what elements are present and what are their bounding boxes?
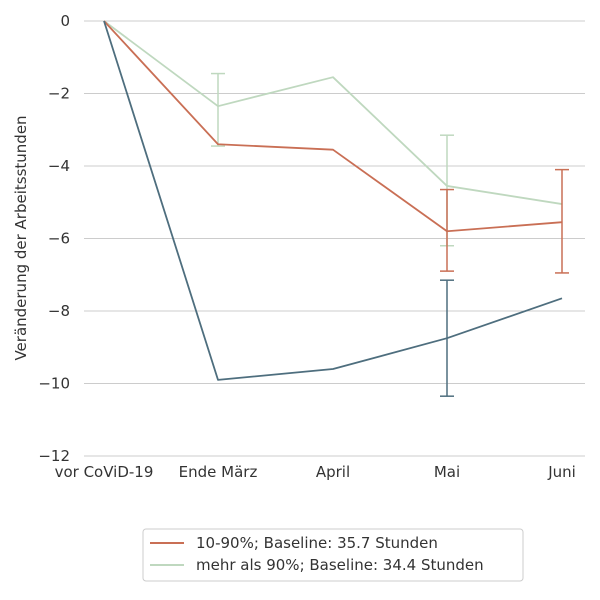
series	[103, 20, 569, 397]
series-group	[103, 20, 563, 247]
legend-entry: 10-90%; Baseline: 35.7 Stunden	[196, 534, 438, 552]
legend-frame	[142, 528, 524, 582]
y-tick-label: −6	[48, 230, 70, 248]
y-tick-label: −10	[38, 375, 70, 393]
series-line	[103, 20, 563, 205]
x-tick-label: vor CoViD-19	[55, 463, 154, 481]
x-tick-label: Ende März	[179, 463, 258, 481]
y-tick-label: −8	[48, 302, 70, 320]
y-tick-label: 0	[60, 12, 70, 30]
series-line	[103, 20, 563, 381]
x-tick-label: April	[316, 463, 350, 481]
y-tick-label: −12	[38, 447, 70, 465]
series-group	[103, 20, 563, 397]
series-line	[103, 20, 563, 233]
series-group	[103, 20, 569, 274]
grid-lines	[84, 20, 585, 457]
legend: 10-90%; Baseline: 35.7 Stunden mehr als 9…	[142, 528, 524, 582]
y-tick-label: −4	[48, 157, 70, 175]
legend-entry: mehr als 90%; Baseline: 34.4 Stunden	[196, 556, 484, 574]
y-tick-label: −2	[48, 85, 70, 103]
y-axis-title: Veränderung der Arbeitsstunden	[12, 115, 30, 360]
x-tick-label: Juni	[547, 463, 576, 481]
x-tick-label: Mai	[434, 463, 460, 481]
